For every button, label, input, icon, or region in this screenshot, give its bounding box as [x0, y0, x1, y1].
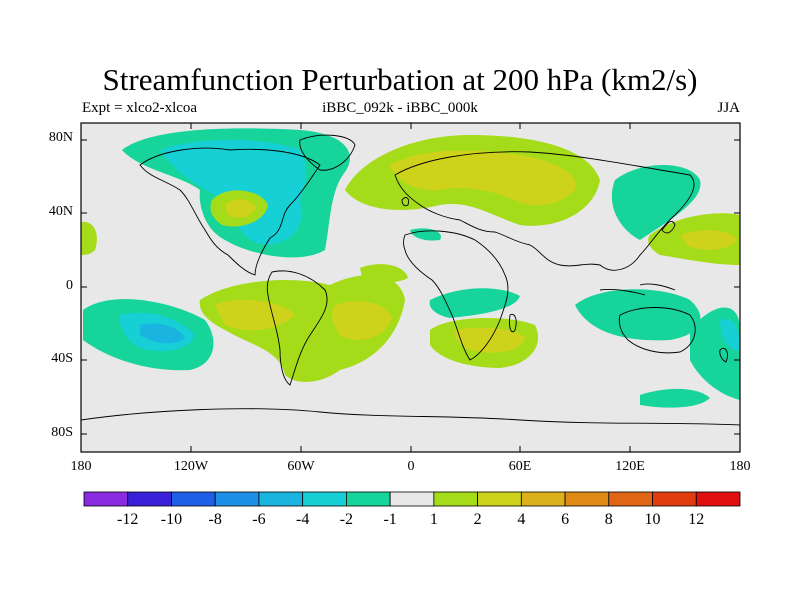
neg-region-east-pacific-core — [720, 319, 740, 351]
colorbar-swatch-11 — [564, 491, 610, 507]
colorbar — [83, 491, 741, 507]
neg-region-antarctic — [640, 388, 710, 408]
colorbar-label-0: -12 — [117, 511, 139, 528]
colorbar-swatch-1 — [127, 491, 172, 507]
coastlines — [81, 134, 740, 426]
left-subtitle: Expt = xlco2-xlcoa — [82, 100, 198, 116]
colorbar-swatch-4 — [258, 491, 304, 507]
coastline-uk — [401, 197, 409, 207]
pos-region-west-pacific-core — [680, 230, 738, 250]
coastline-antarctica — [81, 408, 740, 426]
lat-label-0: 0 — [66, 278, 73, 293]
lat-label-40n: 40N — [48, 204, 73, 219]
lon-label-120w: 120W — [173, 459, 209, 474]
neg-region-south-indian — [429, 288, 520, 318]
colorbar-swatch-5 — [302, 491, 347, 507]
coastline-south-america — [266, 270, 328, 386]
pos-region-north-pacific-left — [81, 221, 97, 255]
colorbar-label-1: -10 — [160, 511, 183, 528]
colorbar-swatch-0 — [83, 491, 129, 507]
colorbar-label-6: -1 — [383, 511, 397, 528]
colorbar-label-2: -8 — [208, 511, 222, 528]
colorbar-label-3: -6 — [252, 511, 266, 528]
colorbar-swatch-13 — [652, 491, 697, 507]
colorbar-label-5: -2 — [339, 511, 354, 528]
colorbar-label-8: 2 — [473, 511, 482, 528]
plot-title: Streamfunction Perturbation at 200 hPa (… — [102, 62, 698, 97]
colorbar-swatch-2 — [171, 491, 216, 507]
colorbar-swatch-7 — [389, 491, 435, 507]
axis-ticks — [80, 123, 741, 452]
coastline-australia — [618, 307, 696, 354]
coastline-indonesia — [599, 283, 676, 296]
neg-region-small-atlantic — [410, 228, 441, 241]
colorbar-swatch-8 — [433, 491, 479, 507]
coastline-eurasia — [394, 151, 695, 271]
lon-label-60e: 60E — [508, 459, 532, 474]
pos-region-great-lakes-core — [225, 199, 256, 218]
colorbar-label-9: 4 — [517, 511, 526, 528]
colorbar-label-10: 6 — [561, 511, 570, 528]
colorbar-label-12: 10 — [644, 511, 661, 528]
coastline-madagascar — [509, 313, 517, 333]
lon-label-180e: 180 — [729, 459, 751, 474]
lon-label-120e: 120E — [615, 459, 645, 474]
coastline-japan — [661, 220, 676, 234]
right-subtitle: JJA — [717, 100, 740, 116]
lon-label-0: 0 — [407, 459, 415, 474]
colorbar-swatch-9 — [477, 491, 522, 507]
coastline-new-zealand — [719, 347, 728, 363]
colorbar-label-7: 1 — [429, 511, 438, 528]
colorbar-label-11: 8 — [604, 511, 613, 528]
pos-region-tropical-atlantic — [360, 264, 408, 283]
colorbar-swatch-14 — [695, 491, 741, 507]
colorbar-swatch-3 — [214, 491, 260, 507]
colorbar-swatch-10 — [520, 491, 566, 507]
coastline-greenland — [299, 134, 356, 171]
lon-label-180w: 180 — [70, 459, 92, 474]
pos-region-eurasia-core — [390, 150, 576, 206]
neg-region-east-asia — [611, 165, 701, 240]
center-subtitle: iBBC_092k - iBBC_000k — [322, 100, 478, 116]
neg-region-west-pacific — [575, 289, 701, 341]
colorbar-swatch-6 — [345, 491, 391, 507]
colorbar-label-4: -4 — [295, 511, 310, 528]
colorbar-swatch-12 — [608, 491, 653, 507]
pos-region-south-atlantic-core — [215, 299, 295, 331]
pos-region-atlantic-core — [332, 301, 392, 340]
coastline-north-america — [139, 147, 321, 276]
coastline-africa — [403, 230, 509, 361]
lat-label-80n: 80N — [48, 130, 73, 145]
lat-label-80s: 80S — [51, 425, 73, 440]
lon-label-60w: 60W — [287, 459, 315, 474]
lat-label-40s: 40S — [51, 351, 73, 366]
neg-region-south-pacific-strong — [140, 323, 185, 344]
colorbar-label-13: 12 — [688, 511, 705, 528]
